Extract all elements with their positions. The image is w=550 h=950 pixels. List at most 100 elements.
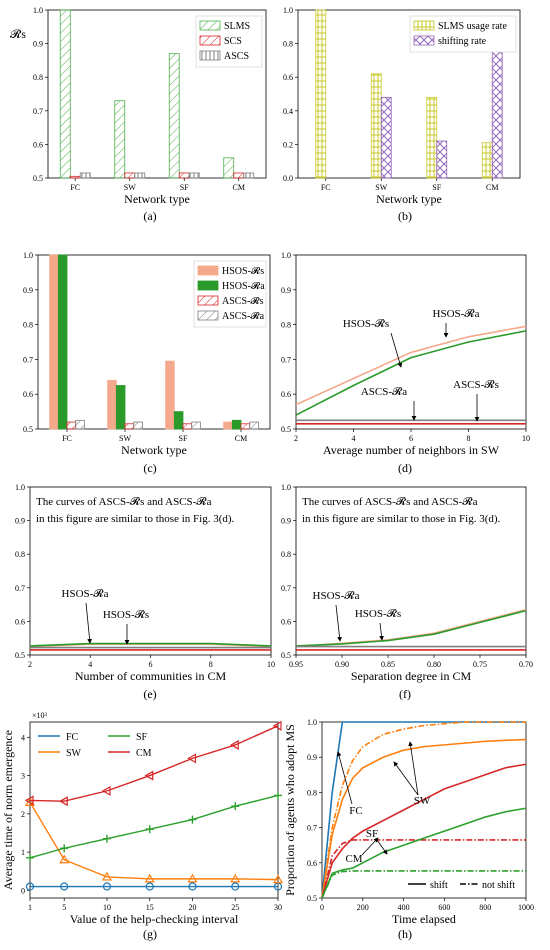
y-tick-label: 0.6 bbox=[281, 617, 291, 626]
series-line bbox=[321, 807, 527, 899]
annotation-arrow bbox=[390, 332, 403, 368]
x-tick-label: 0.75 bbox=[473, 660, 487, 669]
bar bbox=[107, 379, 117, 430]
annotation: HSOS-𝓡a bbox=[433, 307, 480, 320]
y-tick-label: 0.8 bbox=[33, 73, 43, 82]
bar bbox=[66, 421, 77, 430]
chart-d: (d) Average number of neighbors in SW 2 4 6 8… bbox=[281, 251, 530, 475]
plot-frame bbox=[37, 254, 271, 430]
y-tick-label: 0.6 bbox=[33, 140, 43, 149]
x-tick-label: 4 bbox=[352, 434, 356, 443]
y-tick-label: 1.0 bbox=[307, 718, 317, 727]
series-line bbox=[321, 721, 526, 899]
bar bbox=[69, 175, 81, 179]
x-tick-label: 25 bbox=[231, 903, 239, 912]
legend-swatch bbox=[413, 20, 435, 31]
data-point bbox=[230, 873, 241, 883]
y-tick-label: 0.6 bbox=[23, 390, 33, 399]
bar bbox=[223, 421, 233, 430]
y-tick-label: 0.9 bbox=[23, 286, 33, 295]
panel-label: (f) bbox=[399, 687, 411, 701]
x-tick-label: CM bbox=[486, 183, 498, 192]
x-tick-label: 600 bbox=[438, 903, 450, 912]
legend-label: SF bbox=[136, 732, 148, 743]
x-tick-label: 400 bbox=[398, 903, 410, 912]
x-tick-label: SW bbox=[119, 434, 131, 443]
note-line-1: The curves of ASCS-𝓡s and ASCS-𝓡a bbox=[302, 495, 478, 508]
chart-c: (c) Network type FC SW SF CM 0.5 0.6 0.7 0.8 0.9 1.… bbox=[23, 251, 271, 475]
x-tick-label: 800 bbox=[479, 903, 491, 912]
legend-label: shift bbox=[430, 880, 448, 891]
bar bbox=[231, 419, 242, 430]
legend: FC SW SF CM bbox=[38, 732, 152, 759]
legend-swatch bbox=[199, 50, 221, 61]
bar bbox=[436, 140, 448, 179]
legend-label: ASCS-𝓡a bbox=[222, 310, 265, 322]
legend-label: HSOS-𝓡a bbox=[222, 280, 265, 292]
data-point bbox=[58, 796, 68, 807]
x-tick-label: FC bbox=[70, 183, 80, 192]
series-line bbox=[321, 870, 526, 899]
series-line bbox=[29, 642, 272, 647]
bar bbox=[249, 421, 259, 430]
plot-frame bbox=[47, 9, 267, 179]
y-tick-label: 0.9 bbox=[33, 40, 43, 49]
x-tick-label: 6 bbox=[149, 660, 153, 669]
legend-label: SLMS usage rate bbox=[438, 21, 507, 32]
y-tick-label: 1.0 bbox=[283, 6, 293, 15]
data-point bbox=[272, 720, 282, 731]
data-point bbox=[60, 844, 69, 853]
data-point bbox=[188, 815, 197, 824]
data-point bbox=[25, 882, 35, 891]
x-tick-label: 2 bbox=[294, 434, 298, 443]
y-tick-label: 3 bbox=[21, 772, 25, 781]
x-tick-label: SF bbox=[179, 434, 188, 443]
legend-label: shifting rate bbox=[438, 36, 487, 47]
legend-swatch bbox=[197, 265, 219, 276]
annotation-arrow bbox=[361, 837, 379, 856]
y-tick-label: 0.5 bbox=[307, 894, 317, 903]
chart-a: (a) Network type FC SW SF CM 0.5 0.6 0.7 0.8 0.9 1.… bbox=[10, 6, 267, 223]
data-point bbox=[102, 882, 112, 891]
y-tick-label: 0.8 bbox=[15, 550, 25, 559]
bar bbox=[182, 423, 193, 430]
x-tick-label: 10 bbox=[522, 434, 530, 443]
axis-scale-label: ×10³ bbox=[32, 711, 48, 720]
y-tick-label: 0.8 bbox=[23, 321, 33, 330]
y-tick-label: 0.5 bbox=[281, 425, 291, 434]
data-point bbox=[145, 825, 154, 834]
x-tick-label: 15 bbox=[146, 903, 154, 912]
legend-label: HSOS-𝓡s bbox=[222, 265, 264, 277]
bar bbox=[165, 360, 175, 430]
legend-label: FC bbox=[66, 732, 79, 743]
x-tick-label: 8 bbox=[209, 660, 213, 669]
y-axis-label: Proportion of agents who adopt MS bbox=[283, 724, 297, 896]
x-tick-label: 0 bbox=[320, 903, 324, 912]
chart-h: (h)Time elapsed 0 200 400 600 800 1000 0.5 0.6 0.… bbox=[283, 718, 534, 941]
x-tick-label: 1 bbox=[28, 903, 32, 912]
y-tick-label: 0.8 bbox=[283, 40, 293, 49]
y-tick-label: 0.6 bbox=[283, 73, 293, 82]
x-tick-label: 4 bbox=[88, 660, 92, 669]
data-point bbox=[187, 753, 197, 764]
bar bbox=[233, 172, 245, 179]
data-point bbox=[145, 882, 154, 891]
annotation-arrow bbox=[376, 839, 388, 855]
x-tick-label: 30 bbox=[274, 903, 282, 912]
y-tick-label: 0.8 bbox=[281, 321, 291, 330]
legend-label: not shift bbox=[482, 880, 515, 891]
y-tick-label: 0.7 bbox=[307, 824, 317, 833]
legend-swatch bbox=[197, 310, 219, 321]
legend-label: SW bbox=[66, 748, 82, 759]
series-line bbox=[321, 763, 527, 899]
y-tick-label: 0.5 bbox=[33, 174, 43, 183]
annotation: HSOS-𝓡a bbox=[313, 589, 360, 602]
bar bbox=[75, 419, 85, 430]
bar bbox=[491, 41, 503, 179]
y-tick-label: 1.0 bbox=[15, 483, 25, 492]
bar bbox=[79, 172, 91, 179]
bar bbox=[243, 172, 255, 179]
annotation: SW bbox=[414, 795, 431, 807]
x-tick-label: CM bbox=[233, 183, 245, 192]
